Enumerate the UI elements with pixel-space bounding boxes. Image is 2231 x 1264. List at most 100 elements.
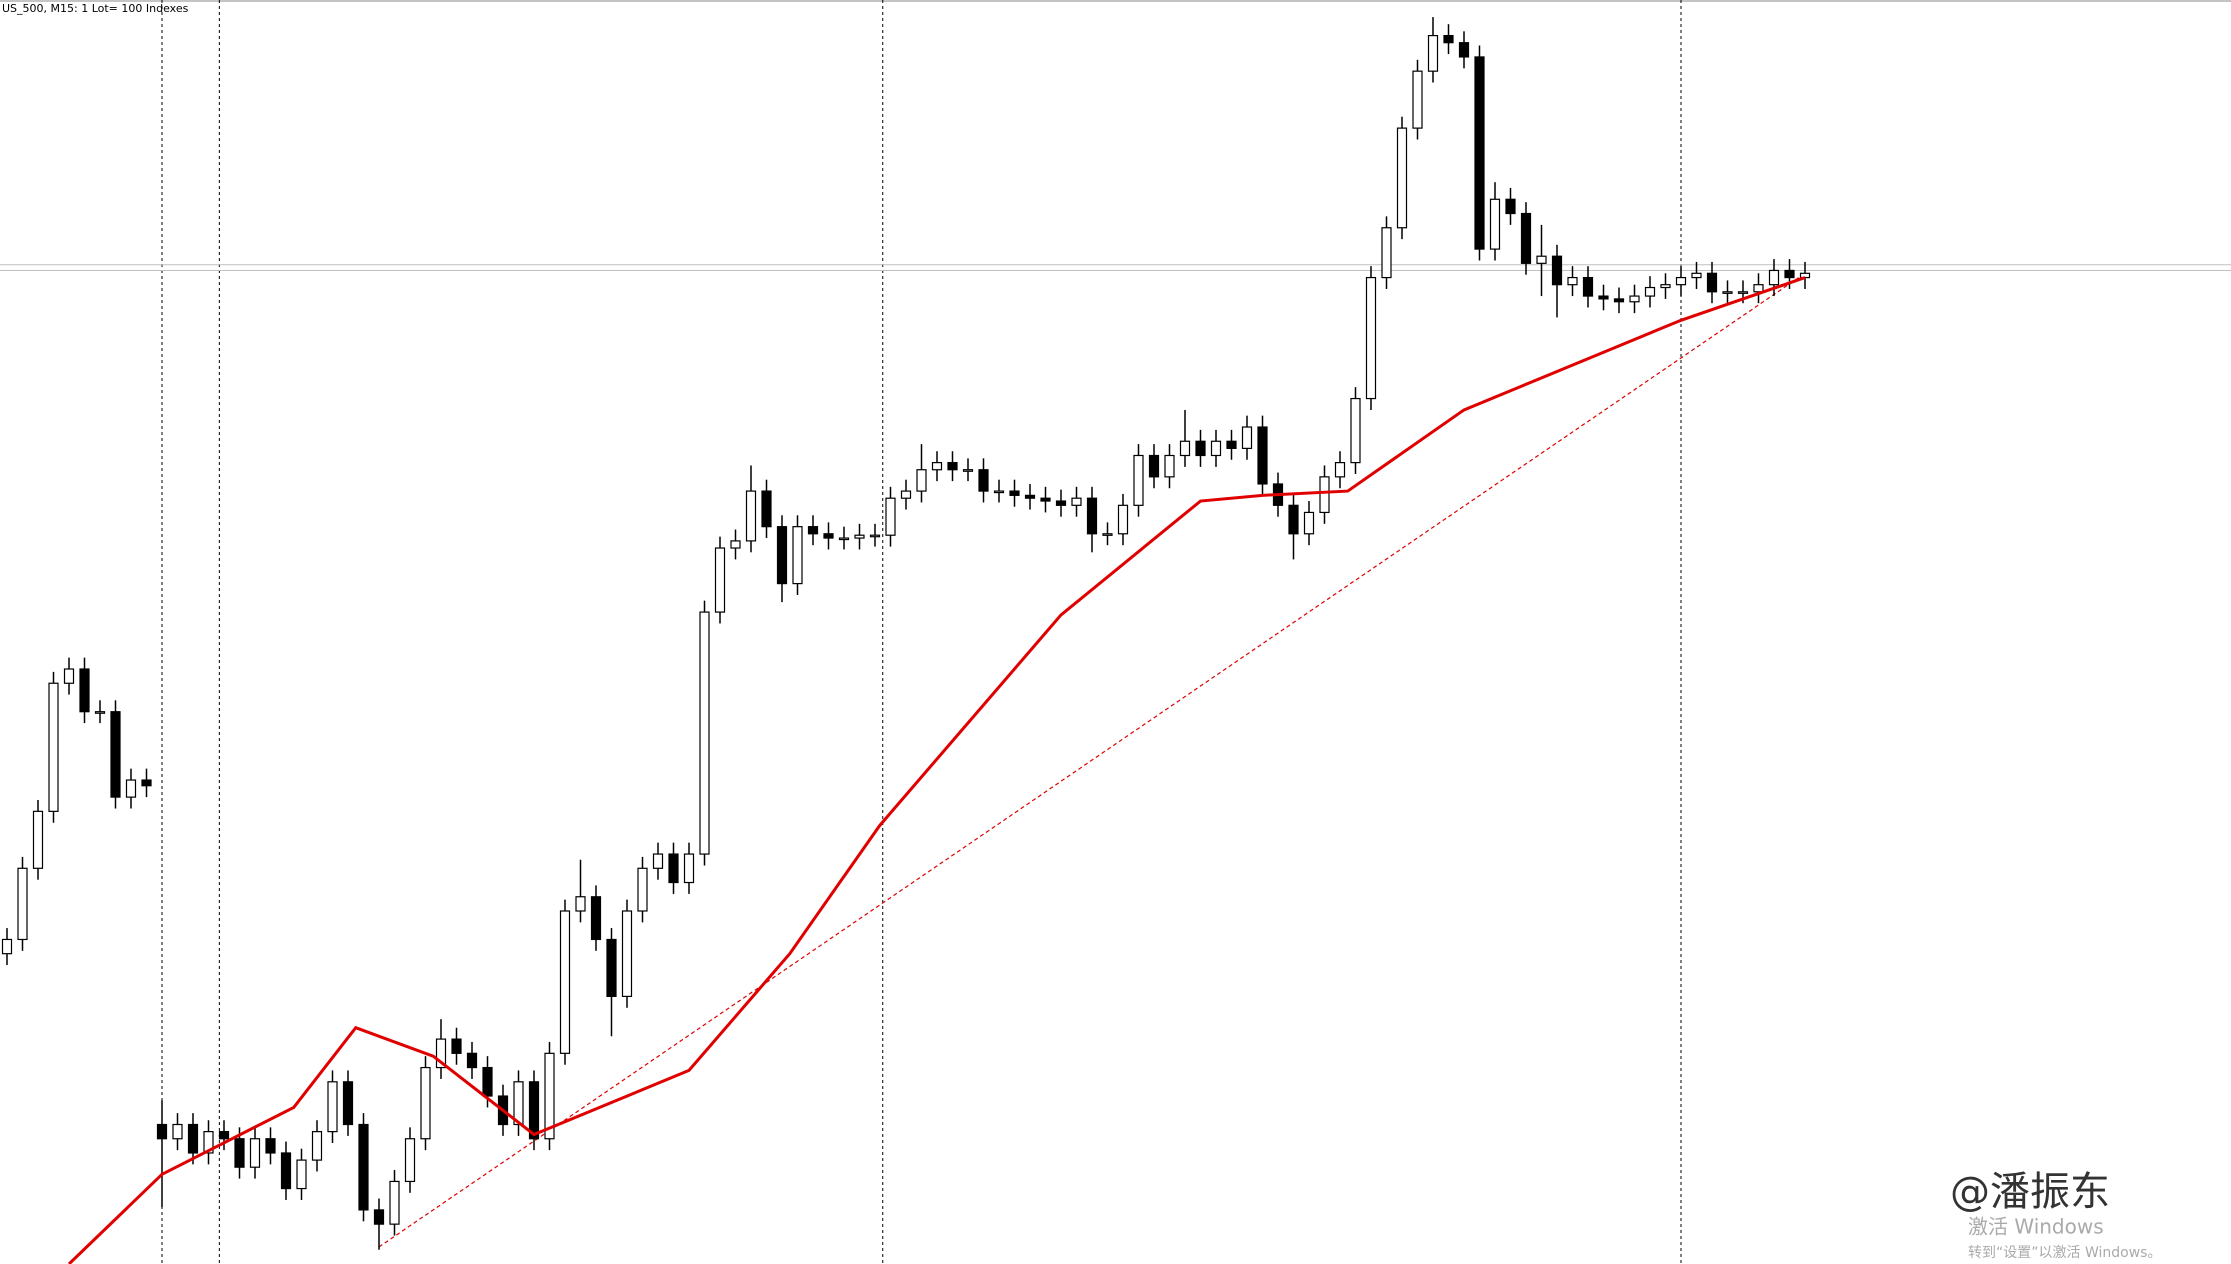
candle-body	[1210, 440, 1222, 457]
candle-body	[125, 779, 137, 798]
candle-body	[683, 853, 695, 884]
candle-body	[373, 1209, 385, 1225]
candle-body	[1040, 497, 1051, 502]
candle-body	[621, 910, 633, 997]
candle-body	[838, 537, 850, 541]
candle-body	[1117, 504, 1129, 535]
candle-body	[1086, 497, 1098, 535]
candle-body	[1582, 276, 1594, 297]
candle-body	[544, 1052, 555, 1140]
candle-body	[1613, 298, 1625, 303]
candle-body	[249, 1138, 261, 1168]
candle-body	[590, 896, 602, 941]
candle-body	[1598, 295, 1609, 300]
candle-body	[714, 547, 726, 613]
candle-body	[513, 1081, 524, 1126]
trend-line	[378, 272, 1806, 1248]
chart-title: US_500, M15: 1 Lot= 100 Indexes	[2, 2, 189, 15]
candle-body	[1443, 34, 1454, 44]
candle-body	[451, 1038, 462, 1054]
candle-body	[854, 534, 865, 539]
candle-body	[435, 1038, 447, 1069]
candle-body	[110, 711, 121, 798]
candle-body	[1412, 70, 1423, 129]
candle-body	[776, 526, 788, 585]
candle-body	[1, 938, 13, 955]
candle-body	[1350, 397, 1361, 464]
candle-body	[218, 1131, 230, 1140]
candle-body	[1288, 504, 1299, 535]
candle-body	[48, 682, 59, 812]
candle-body	[234, 1138, 245, 1168]
candle-body	[342, 1081, 354, 1126]
candle-body	[869, 534, 881, 538]
activate-hint: 转到“设置”以激活 Windows。	[1968, 1244, 2161, 1261]
candle-body	[389, 1180, 400, 1225]
candle-body	[1536, 255, 1547, 264]
moving-average	[67, 276, 1806, 1264]
candle-body	[1675, 276, 1687, 286]
candle-body	[1071, 497, 1082, 506]
candle-body	[187, 1123, 199, 1154]
activate-windows: 激活 Windows	[1968, 1215, 2104, 1239]
candle-body	[962, 469, 974, 472]
candle-body	[280, 1152, 292, 1190]
candle-body	[141, 779, 152, 787]
candle-body	[947, 462, 958, 471]
candle-body	[296, 1159, 307, 1190]
candle-body	[993, 490, 1005, 494]
candle-body	[761, 490, 772, 528]
candle-body	[311, 1131, 323, 1161]
candle-body	[1505, 198, 1516, 215]
candle-body	[1768, 269, 1780, 286]
candle-body	[1055, 500, 1067, 506]
candle-body	[32, 810, 44, 869]
candle-body	[1629, 295, 1640, 303]
candle-body	[1334, 462, 1346, 478]
candle-body	[931, 462, 943, 471]
candle-body	[1009, 490, 1020, 496]
candle-body	[1753, 284, 1764, 293]
candle-body	[792, 526, 803, 585]
candle-body	[730, 540, 741, 549]
candle-body	[1164, 454, 1175, 478]
candle-body	[1660, 284, 1671, 289]
candle-body	[606, 938, 617, 997]
candle-body	[1195, 440, 1206, 457]
candle-body	[1303, 511, 1315, 535]
candle-body	[1179, 440, 1191, 457]
candle-body	[528, 1081, 540, 1140]
candle-body	[900, 490, 912, 499]
candle-body	[916, 469, 927, 492]
candle-body	[1799, 272, 1811, 279]
candle-body	[1024, 494, 1036, 499]
candle-body	[1520, 212, 1532, 264]
candle-body	[1784, 269, 1795, 279]
candle-body	[1133, 454, 1144, 506]
candle-body	[668, 853, 679, 884]
candle-body	[1551, 255, 1563, 286]
candle-body	[699, 611, 710, 855]
candle-body	[1226, 440, 1237, 449]
candle-body	[1474, 56, 1485, 250]
candle-body	[327, 1081, 338, 1133]
candle-body	[1381, 227, 1392, 279]
candle-body	[172, 1123, 183, 1140]
candle-body	[652, 853, 664, 869]
candle-body	[575, 896, 586, 912]
candle-body	[885, 497, 896, 536]
candle-body	[17, 867, 28, 941]
candle-body	[807, 526, 819, 535]
candle-body	[559, 910, 571, 1054]
candle-body	[203, 1131, 214, 1154]
candle-body	[156, 1123, 168, 1140]
candle-body	[1644, 286, 1656, 297]
candle-body	[94, 711, 106, 714]
candle-body	[1427, 34, 1439, 72]
candle-body	[1365, 276, 1377, 400]
candle-body	[1691, 272, 1702, 279]
candle-body	[63, 668, 75, 684]
candle-body	[978, 469, 989, 492]
